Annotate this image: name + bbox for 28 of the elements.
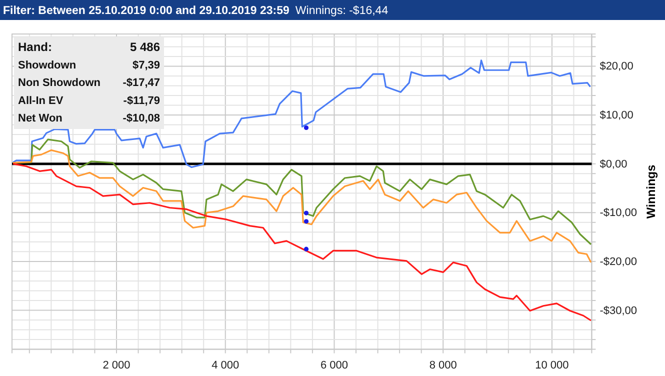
x-tick-label: 2 000 — [102, 359, 130, 372]
y-tick-label: -$30,00 — [600, 304, 638, 317]
y-tick-label: $10,00 — [600, 110, 634, 122]
x-tick-label: 8 000 — [429, 359, 457, 372]
y-axis-title: Winnings — [644, 164, 658, 219]
point — [304, 219, 309, 224]
point — [304, 125, 309, 130]
annotation: Hand: — [18, 40, 52, 54]
y-tick-label: -$20,00 — [600, 256, 638, 268]
y-tick-label: $20,00 — [600, 60, 634, 73]
annotation: Net Won — [18, 112, 63, 124]
annotation: $7,39 — [132, 60, 160, 72]
point — [304, 246, 309, 252]
y-tick-label: $0,00 — [600, 158, 628, 170]
annotation: All-In EV — [18, 94, 64, 107]
x-tick-label: 6 000 — [320, 359, 348, 372]
annotation: -$10,08 — [122, 112, 160, 124]
annotation: Non Showdown — [18, 77, 101, 90]
annotation: -$17,47 — [122, 77, 160, 90]
chart-subtitle: Winnings: -$16,44 — [295, 5, 389, 17]
x-tick-label: 10 000 — [535, 359, 569, 372]
chart-title: Filter: Between 25.10.2019 0:00 and 29.10.2019 23:59 — [3, 5, 290, 17]
annotation: 5 486 — [130, 40, 160, 54]
y-tick-label: -$10,00 — [600, 207, 638, 220]
point — [304, 210, 309, 216]
annotation: -$11,79 — [123, 94, 160, 107]
x-tick-label: 4 000 — [212, 359, 240, 372]
annotation: Showdown — [18, 60, 76, 72]
